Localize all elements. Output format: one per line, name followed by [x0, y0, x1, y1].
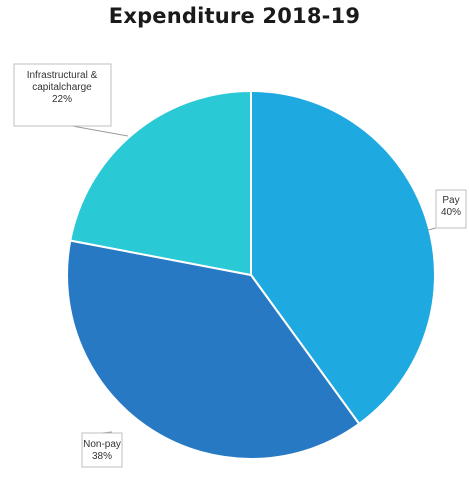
- slice-percent-label: 22%: [52, 94, 72, 105]
- pie-slices: [66, 89, 436, 460]
- slice-name-label: capitalcharge: [32, 82, 92, 93]
- slice-name-label: Pay: [442, 195, 459, 206]
- pie-slice-infrastructural-capitalcharge: [69, 89, 252, 277]
- label-box: [13, 63, 112, 127]
- label-box: [435, 189, 467, 229]
- slice-percent-label: 38%: [92, 451, 112, 462]
- chart-title: Expenditure 2018-19: [108, 4, 361, 28]
- slice-name-label: Infrastructural &: [27, 70, 98, 81]
- label-box: [81, 432, 123, 468]
- pie-slice-pay: [250, 89, 436, 426]
- callout-line: [427, 227, 437, 231]
- slice-name-label: Non-pay: [83, 439, 121, 450]
- slice-percent-label: 40%: [441, 207, 461, 218]
- pie-slice-non-pay: [66, 239, 361, 460]
- callout-line: [72, 125, 129, 137]
